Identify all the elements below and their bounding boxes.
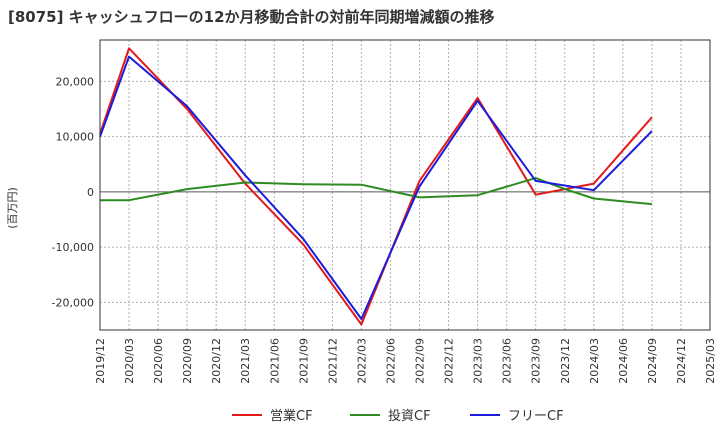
x-tick-label: 2025/03 (704, 338, 717, 384)
x-tick-label: 2020/12 (210, 338, 223, 384)
x-tick-label: 2022/09 (414, 338, 427, 384)
x-tick-label: 2022/12 (443, 338, 456, 384)
x-tick-label: 2023/09 (530, 338, 543, 384)
x-tick-label: 2021/03 (239, 338, 252, 384)
axis-layer: 2019/12 2020/03 2020/06 2020/09 2020/12 2021/… (52, 39, 717, 384)
y-axis-label: (百万円) (6, 187, 19, 229)
x-tick-label: 2024/12 (675, 338, 688, 384)
plot-background (100, 40, 710, 330)
series-line-2 (99, 55, 653, 320)
x-tick-label: 2023/03 (472, 338, 485, 384)
x-tick-label: 2021/12 (326, 338, 339, 384)
series-line-1 (100, 177, 652, 206)
x-tick-label: 2022/06 (384, 338, 397, 384)
y-tick-label: -10,000 (52, 241, 94, 254)
x-tick-label: 2024/09 (646, 338, 659, 384)
y-tick-label: 0 (87, 186, 94, 199)
y-tick-label: 10,000 (56, 131, 95, 144)
plot-frame (99, 39, 711, 331)
x-tick-label: 2023/06 (501, 338, 514, 384)
x-tick-label: 2022/03 (355, 338, 368, 384)
legend: 営業CF 投資CF フリーCF (232, 408, 564, 424)
x-tick-label: 2021/06 (268, 338, 281, 384)
x-tick-label: 2020/03 (123, 338, 136, 384)
legend-label-1: 投資CF (388, 408, 431, 424)
x-tick-label: 2021/09 (297, 338, 310, 384)
series-layer (99, 47, 653, 326)
legend-label-0: 営業CF (270, 408, 313, 424)
x-tick-label: 2019/12 (94, 338, 107, 384)
x-tick-label: 2020/09 (181, 338, 194, 384)
chart-title: [8075] キャッシュフローの12か月移動合計の対前年同期増減額の推移 (8, 8, 495, 26)
x-tick-label: 2023/12 (559, 338, 572, 384)
y-tick-label: 20,000 (56, 75, 95, 88)
x-tick-label: 2024/06 (617, 338, 630, 384)
x-tick-label: 2020/06 (152, 338, 165, 384)
x-tick-label: 2024/03 (588, 338, 601, 384)
y-tick-label: -20,000 (52, 296, 94, 309)
legend-label-2: フリーCF (508, 409, 564, 424)
